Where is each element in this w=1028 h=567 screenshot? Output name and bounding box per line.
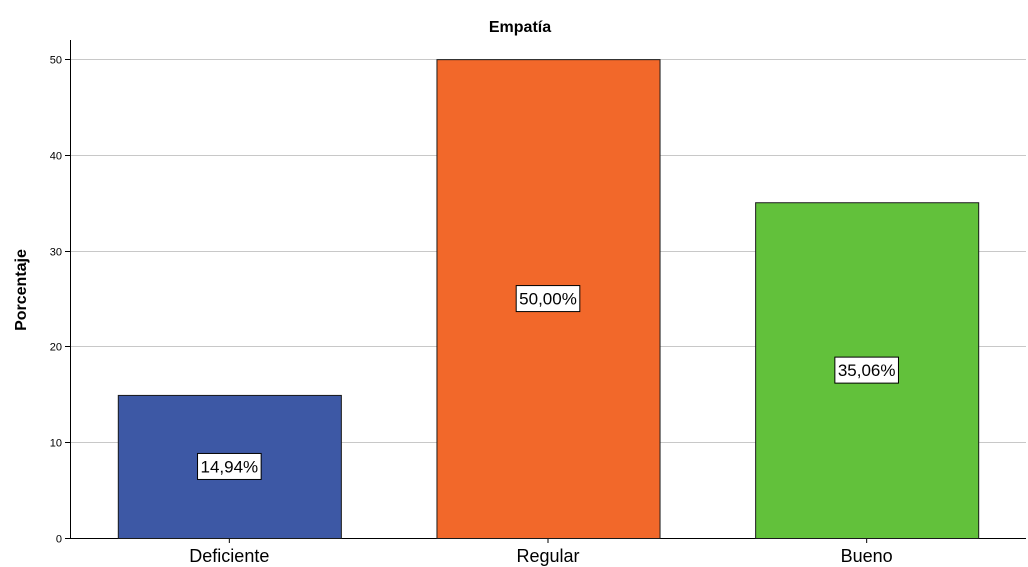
bars — [117, 59, 980, 540]
x-tick-label: Deficiente — [189, 546, 269, 566]
data-label-box — [834, 356, 899, 384]
data-label: 50,00% — [515, 285, 581, 313]
y-tick-label: 30 — [50, 247, 62, 259]
data-label-box — [197, 452, 262, 480]
data-label: 35,06% — [834, 356, 899, 384]
data-label-text: 14,94% — [200, 457, 258, 476]
data-label-text: 50,00% — [519, 290, 577, 309]
y-tick-label: 20 — [50, 342, 62, 354]
y-tick-label: 40 — [50, 151, 62, 163]
x-tick-label: Bueno — [841, 546, 893, 566]
y-tick-label: 0 — [56, 534, 62, 546]
data-label-box — [515, 285, 581, 313]
data-label: 14,94% — [197, 452, 262, 480]
x-tick-label: Regular — [516, 546, 579, 566]
y-tick-label: 10 — [50, 438, 62, 450]
data-labels: 14,94% 50,00% 35,06% — [197, 285, 899, 480]
y-tick-label: 50 — [50, 55, 62, 67]
data-label-text: 35,06% — [838, 361, 896, 380]
chart-title: Empatía — [489, 19, 551, 36]
y-axis-label: Porcentaje — [13, 249, 30, 331]
